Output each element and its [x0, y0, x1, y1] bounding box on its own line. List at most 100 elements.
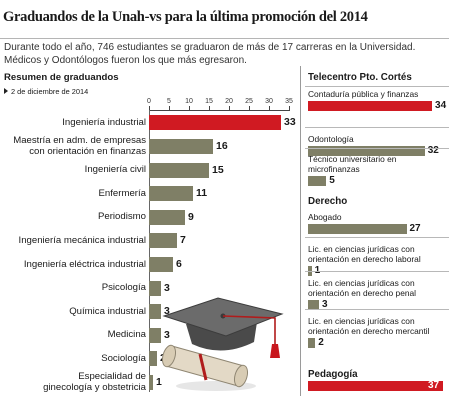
right-derecho-label-1-line-1: orientación en derecho laboral [308, 254, 421, 264]
category-label-2: Ingeniería civil [85, 164, 146, 176]
right-telecentro-label-0-line-0: Contaduría pública y finanzas [308, 89, 419, 99]
right-derecho-value-1: 1 [315, 265, 321, 276]
x-tick-label-2: 10 [185, 98, 193, 105]
graduation-cap-illustration [161, 297, 284, 391]
x-tick-label-1: 5 [167, 98, 171, 105]
x-tick-mark-0 [148, 106, 150, 110]
right-telecentro-divider-0 [305, 127, 449, 128]
pedagogia-title: Pedagogía [308, 369, 358, 380]
value-label-4: 9 [188, 210, 194, 223]
bar-8 [149, 304, 161, 320]
category-label-10-line-0: Sociología [101, 353, 146, 365]
x-tick-mark-2 [188, 106, 190, 110]
category-label-1-line-0: Maestría en adm. de empresas [13, 134, 146, 146]
page-title: Graduandos de la Unah-vs para la última … [3, 9, 368, 25]
right-telecentro-value-0: 34 [435, 100, 447, 111]
right-derecho-label-3: Lic. en ciencias jurídicas con orientació… [308, 316, 430, 336]
right-telecentro-divider-1 [305, 148, 449, 149]
x-tick-label-7: 35 [285, 98, 293, 105]
x-tick-mark-3 [208, 106, 210, 110]
bar-4 [149, 209, 185, 225]
value-label-1: 16 [216, 139, 228, 152]
value-label-7: 3 [164, 281, 170, 294]
summary-date-text: 2 de diciembre de 2014 [11, 87, 89, 96]
value-label-11: 1 [156, 375, 162, 388]
title-divider [0, 38, 449, 39]
right-derecho-bar-3 [308, 338, 316, 348]
category-label-3: Enfermería [99, 188, 146, 200]
category-label-10: Sociología [101, 353, 146, 365]
mortarboard-cap-icon [162, 297, 284, 358]
category-label-6: Ingeniería eléctrica industrial [24, 259, 146, 271]
right-telecentro-label-1-line-0: Odontología [308, 134, 354, 144]
category-label-5: Ingeniería mecánica industrial [19, 235, 146, 247]
x-tick-label-4: 20 [225, 98, 233, 105]
x-tick-mark-6 [268, 106, 270, 110]
category-label-4: Periodismo [98, 211, 146, 223]
right-derecho-value-0: 27 [409, 223, 421, 234]
summary-title: Resumen de graduandos [4, 72, 119, 83]
right-telecentro-label-2: Técnico universitario en microfinanzas [308, 154, 396, 174]
right-derecho-divider-1 [305, 271, 449, 272]
right-pedagogia-value-0: 37 [428, 380, 440, 391]
right-derecho-label-2-line-1: orientación en derecho penal [308, 288, 417, 298]
category-label-8-line-0: Química industrial [69, 305, 146, 317]
value-label-9: 3 [164, 328, 170, 341]
right-derecho-label-1: Lic. en ciencias jurídicas con orientació… [308, 244, 421, 264]
column-divider [300, 66, 301, 396]
category-label-0-line-0: Ingeniería industrial [62, 117, 146, 129]
right-telecentro-value-2: 5 [329, 175, 335, 186]
category-label-1: Maestría en adm. de empresas con orientac… [13, 135, 146, 158]
bar-7 [149, 280, 161, 296]
bar-9 [149, 327, 161, 343]
x-tick-label-0: 0 [147, 98, 151, 105]
category-label-6-line-0: Ingeniería eléctrica industrial [23, 258, 146, 270]
bar-5 [149, 233, 177, 249]
right-derecho-divider-2 [305, 309, 449, 310]
x-tick-mark-5 [248, 106, 250, 110]
category-label-1-line-1: con orientación en finanzas [29, 146, 146, 158]
diploma-scroll-icon [161, 344, 249, 388]
derecho-title: Derecho [308, 196, 348, 207]
value-label-2: 15 [212, 163, 224, 176]
right-derecho-bar-0 [308, 224, 407, 234]
date-marker-icon [4, 88, 8, 94]
right-derecho-label-3-line-0: Lic. en ciencias jurídicas con [308, 316, 415, 326]
category-label-5-line-0: Ingeniería mecánica industrial [18, 235, 146, 247]
x-tick-label-3: 15 [205, 98, 213, 105]
bar-3 [149, 186, 193, 202]
x-tick-mark-1 [168, 106, 170, 110]
x-tick-mark-4 [228, 106, 230, 110]
subtitle-line-2: Médicos y Odontólogos fueron los que más… [4, 54, 247, 66]
category-label-8: Química industrial [69, 306, 146, 318]
x-tick-mark-7 [288, 106, 290, 110]
right-derecho-bar-2 [308, 300, 319, 310]
right-derecho-label-0-line-0: Abogado [308, 212, 342, 222]
bar-1 [149, 138, 213, 154]
category-label-9-line-0: Medicina [107, 329, 146, 341]
right-derecho-label-0: Abogado [308, 212, 342, 222]
bar-0 [149, 115, 281, 131]
category-label-7: Psicología [102, 282, 146, 294]
telecentro-divider [305, 86, 449, 87]
x-axis-line [149, 110, 290, 111]
category-label-9: Medicina [108, 329, 146, 341]
telecentro-title: Telecentro Pto. Cortés [308, 72, 412, 83]
right-telecentro-label-2-line-0: Técnico universitario en [308, 154, 397, 164]
value-label-5: 7 [180, 234, 186, 247]
right-derecho-label-3-line-1: orientación en derecho mercantil [308, 326, 430, 336]
right-pedagogia-bar-0 [308, 381, 443, 391]
category-label-11: Especialidad de ginecología y obstetricia [43, 371, 146, 394]
category-label-7-line-0: Psicología [101, 282, 146, 294]
right-derecho-label-2-line-0: Lic. en ciencias jurídicas con [308, 278, 415, 288]
bar-6 [149, 256, 173, 272]
right-derecho-value-3: 2 [318, 337, 324, 348]
right-derecho-divider-0 [305, 237, 449, 238]
subtitle-line-1: Durante todo el año, 746 estudiantes se … [4, 42, 416, 53]
zero-axis-line [149, 110, 150, 392]
value-label-6: 6 [176, 257, 182, 270]
right-derecho-label-1-line-0: Lic. en ciencias jurídicas con [308, 244, 415, 254]
value-label-0: 33 [284, 116, 296, 129]
right-derecho-value-2: 3 [321, 299, 328, 310]
category-label-11-line-1: ginecología y obstetricia [43, 382, 146, 394]
